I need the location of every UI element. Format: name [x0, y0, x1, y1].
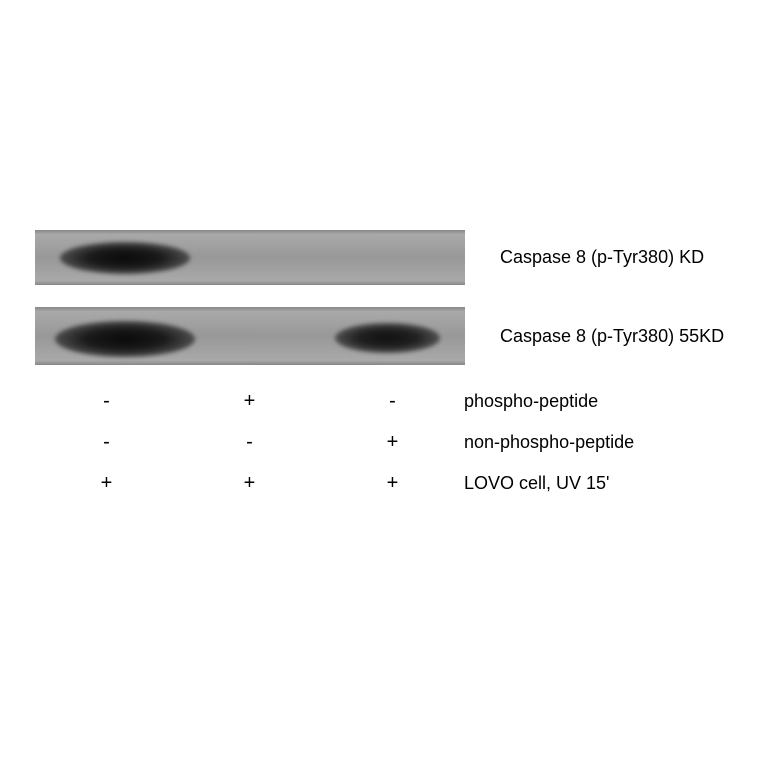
treatment-label-lovo: LOVO cell, UV 15' [464, 473, 610, 494]
band-lane3-55kd [335, 323, 440, 353]
blot-row-2: Caspase 8 (p-Tyr380) 55KD [35, 307, 735, 365]
treatment-label-nonphospho: non-phospho-peptide [464, 432, 634, 453]
blot-label-kd: Caspase 8 (p-Tyr380) KD [500, 247, 704, 268]
treatment-row-lovo: + + + LOVO cell, UV 15' [35, 472, 735, 495]
band-lane1-kd [60, 242, 190, 274]
treatment-label-phospho: phospho-peptide [464, 391, 598, 412]
blot-image-55kd [35, 307, 465, 365]
treatment-lovo-lane3: + [321, 472, 464, 495]
blot-label-55kd: Caspase 8 (p-Tyr380) 55KD [500, 326, 724, 347]
band-lane1-55kd [55, 321, 195, 357]
treatment-lovo-lane2: + [178, 472, 321, 495]
treatment-nonphospho-lane2: - [178, 431, 321, 454]
treatment-table: - + - phospho-peptide - - + non-phospho-… [35, 390, 735, 495]
treatment-phospho-lane1: - [35, 390, 178, 413]
treatment-nonphospho-lane3: + [321, 431, 464, 454]
blot-image-kd [35, 230, 465, 285]
treatment-phospho-lane2: + [178, 390, 321, 413]
blot-row-1: Caspase 8 (p-Tyr380) KD [35, 230, 735, 285]
treatment-nonphospho-lane1: - [35, 431, 178, 454]
treatment-phospho-lane3: - [321, 390, 464, 413]
treatment-row-nonphospho: - - + non-phospho-peptide [35, 431, 735, 454]
treatment-lovo-lane1: + [35, 472, 178, 495]
western-blot-figure: Caspase 8 (p-Tyr380) KD Caspase 8 (p-Tyr… [35, 230, 735, 513]
treatment-row-phospho: - + - phospho-peptide [35, 390, 735, 413]
